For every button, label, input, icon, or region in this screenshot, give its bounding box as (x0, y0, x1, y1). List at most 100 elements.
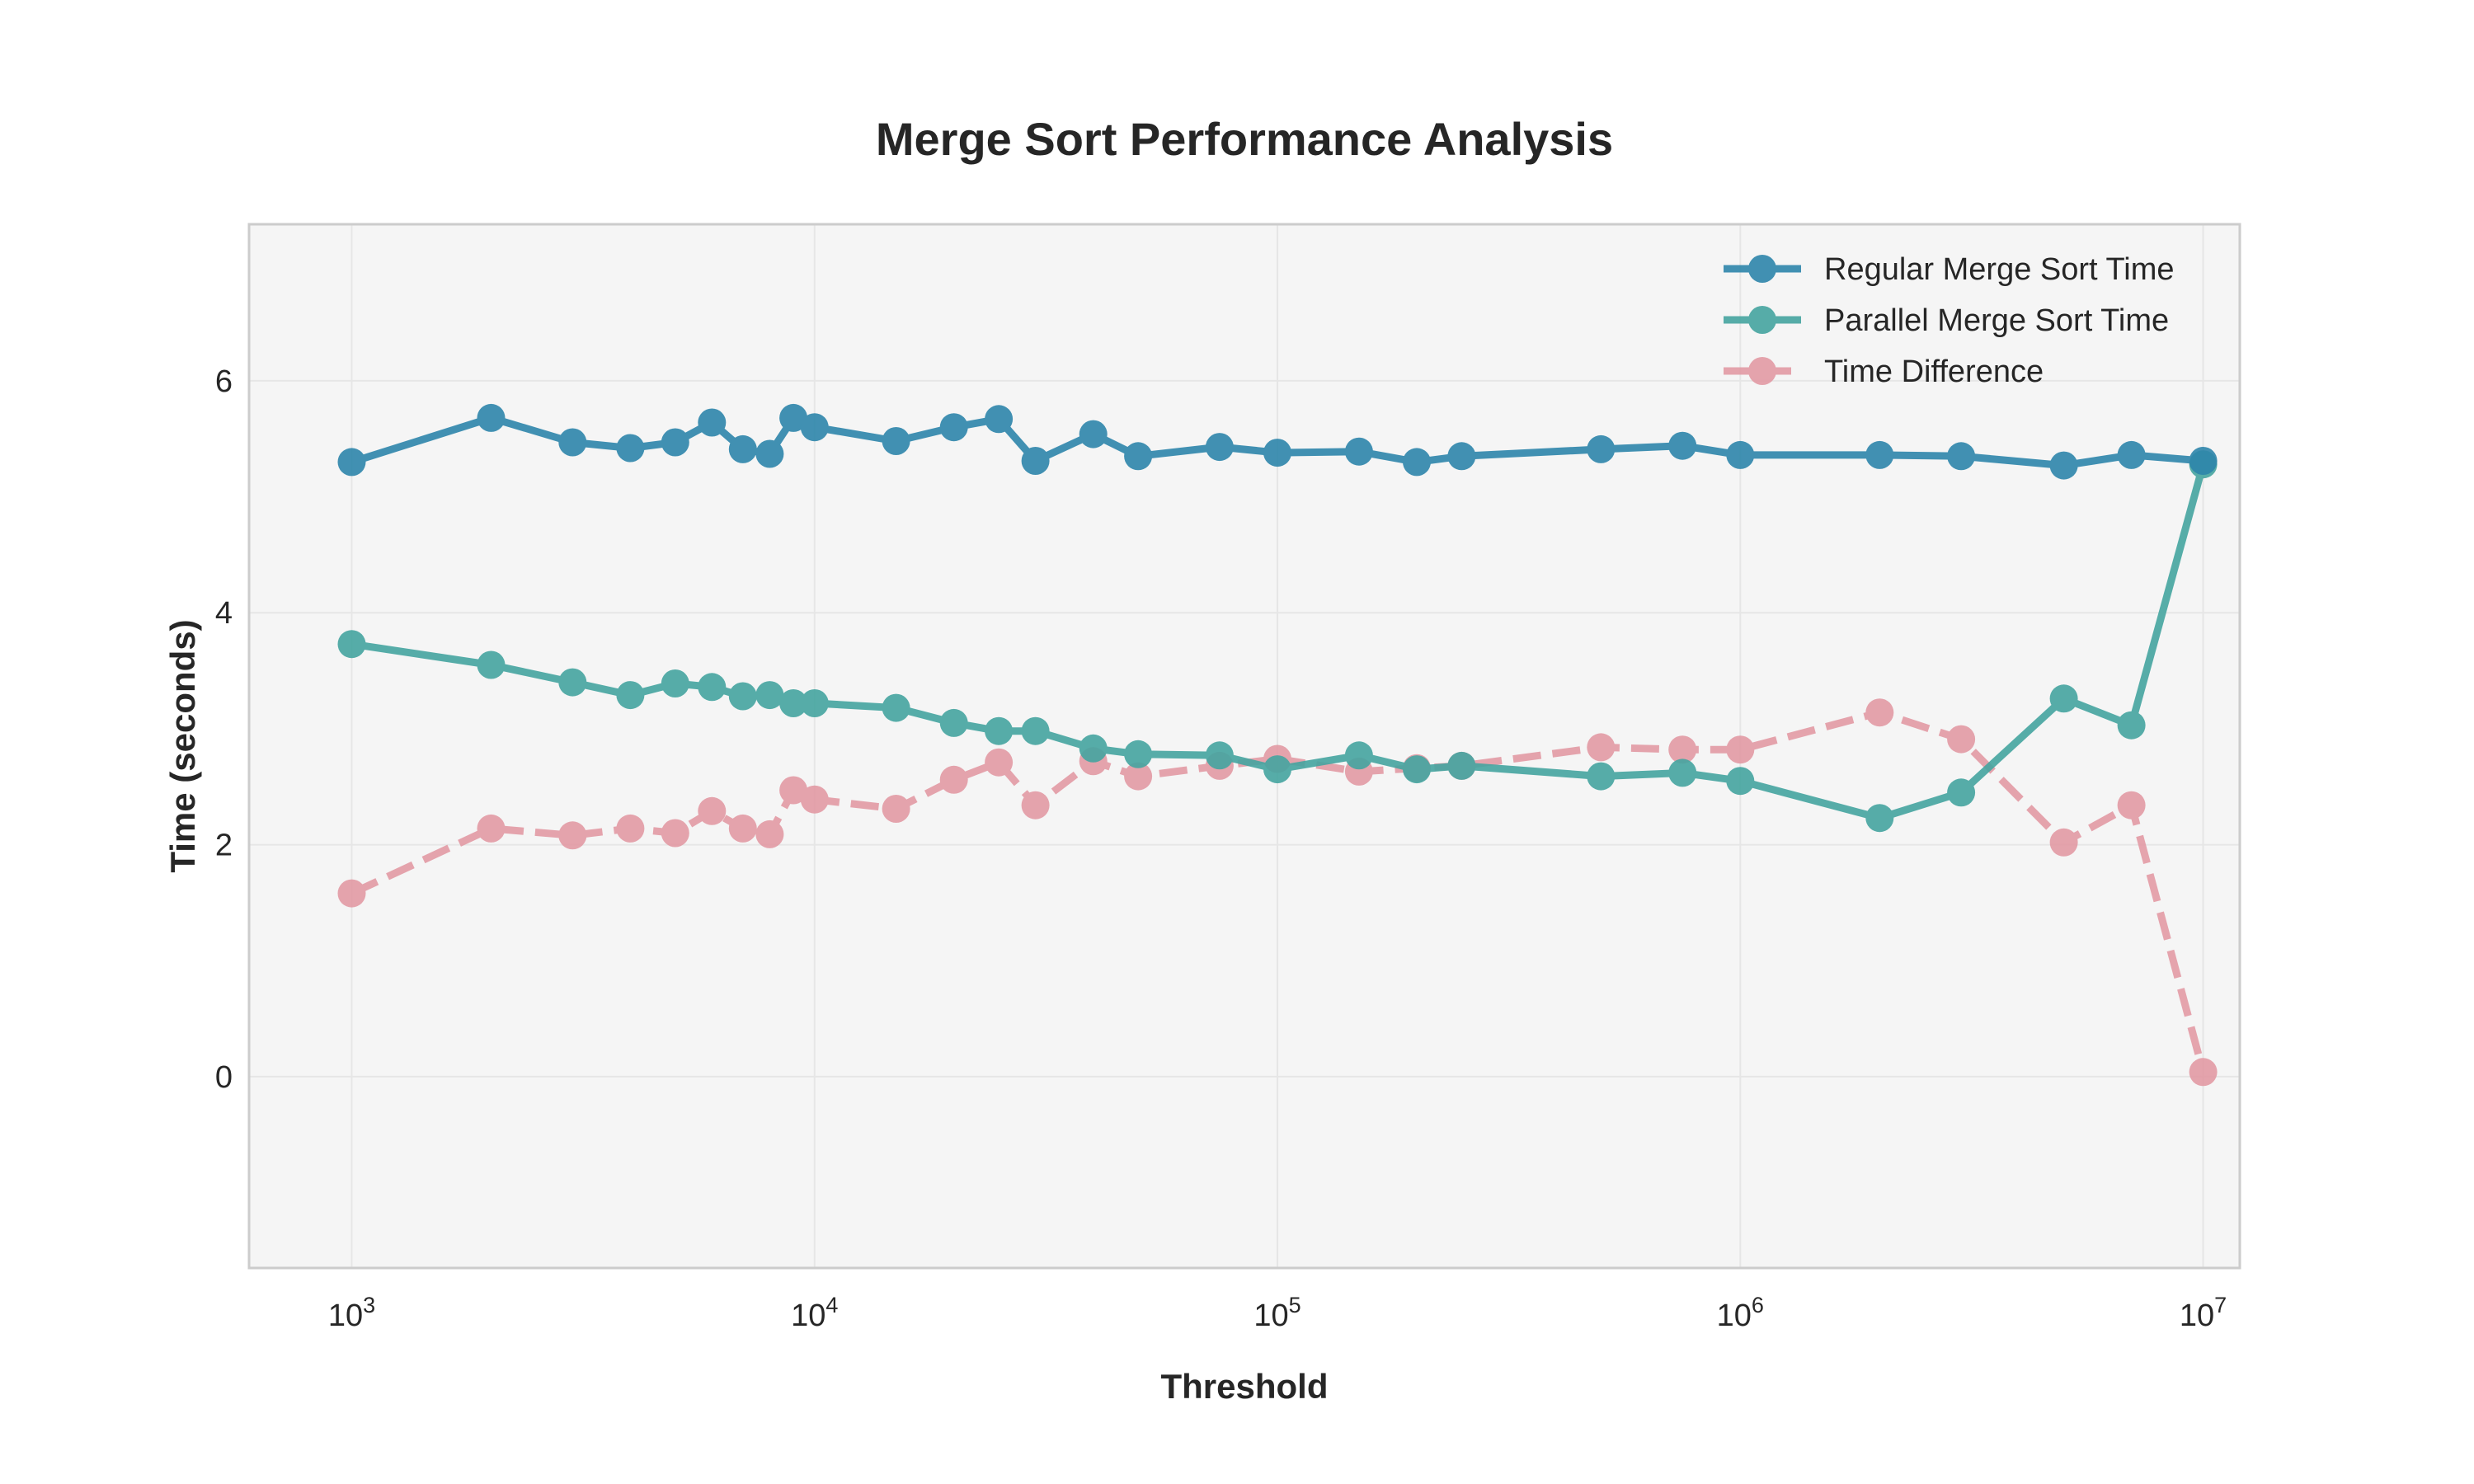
data-point (1587, 733, 1616, 762)
legend-label: Parallel Merge Sort Time (1824, 303, 2169, 338)
data-point (1865, 804, 1894, 833)
legend-marker (1748, 306, 1776, 334)
data-point (1587, 762, 1616, 791)
data-point (728, 814, 757, 843)
data-point (698, 408, 727, 437)
data-point (1124, 762, 1153, 791)
data-point (698, 673, 727, 702)
data-point (1263, 755, 1291, 784)
data-point (985, 405, 1014, 434)
x-tick-label: 106 (1717, 1293, 1764, 1333)
data-point (1021, 716, 1050, 745)
data-point (779, 403, 808, 432)
data-point (1668, 431, 1697, 460)
data-point (800, 413, 829, 442)
data-point (1403, 448, 1431, 477)
data-point (1726, 767, 1755, 796)
x-tick-label: 103 (328, 1293, 375, 1333)
data-point (1947, 778, 1976, 807)
data-point (477, 403, 506, 432)
data-point (337, 448, 366, 477)
data-point (558, 668, 587, 697)
data-point (728, 434, 757, 463)
data-point (337, 630, 366, 659)
data-point (985, 748, 1014, 777)
data-point (882, 795, 910, 823)
y-tick-label: 0 (215, 1060, 233, 1095)
plot-frame (247, 223, 2241, 1270)
data-point (755, 439, 784, 468)
data-point (1124, 740, 1153, 768)
legend-item (1724, 255, 1801, 283)
legend-marker (1748, 255, 1776, 283)
data-point (698, 796, 727, 825)
data-point (2049, 684, 2078, 713)
data-point (939, 765, 968, 794)
data-point (1947, 442, 1976, 471)
data-point (2117, 440, 2146, 469)
data-point (558, 821, 587, 850)
data-point (755, 819, 784, 848)
x-tick-label: 105 (1253, 1293, 1300, 1333)
data-point (337, 879, 366, 908)
data-point (1447, 442, 1476, 471)
data-point (2049, 451, 2078, 480)
data-point (1587, 434, 1616, 463)
data-point (2117, 791, 2146, 819)
series-layer (337, 403, 2218, 1087)
data-point (1021, 791, 1050, 819)
y-axis-ticks: 0 2 4 6 (215, 364, 233, 1095)
x-tick-label: 104 (791, 1293, 838, 1333)
legend-label: Time Difference (1824, 355, 2044, 389)
data-point (939, 708, 968, 737)
data-point (800, 785, 829, 814)
data-point (558, 428, 587, 457)
chart-title: Merge Sort Performance Analysis (876, 113, 1613, 165)
data-point (1403, 755, 1431, 784)
data-point (616, 814, 645, 843)
data-point (477, 650, 506, 679)
data-point (985, 716, 1014, 745)
data-point (800, 689, 829, 717)
data-point (1263, 439, 1291, 467)
data-point (1947, 725, 1976, 754)
legend: Regular Merge Sort Time Parallel Merge So… (1724, 252, 2175, 389)
data-point (661, 819, 689, 848)
x-axis-ticks: 103 104 105 106 107 (328, 1293, 2227, 1333)
data-point (728, 682, 757, 711)
data-point (1344, 741, 1373, 770)
data-point (1079, 734, 1108, 763)
data-point (882, 693, 910, 722)
grid-lines (249, 224, 2240, 1268)
data-point (616, 434, 645, 463)
series-0 (337, 403, 2218, 480)
data-point (779, 776, 808, 805)
data-point (1205, 741, 1234, 770)
data-point (1668, 758, 1697, 787)
data-point (661, 428, 689, 457)
data-point (939, 413, 968, 442)
data-point (1021, 447, 1050, 475)
series-1 (337, 450, 2218, 833)
data-point (755, 681, 784, 710)
y-tick-label: 4 (215, 596, 233, 631)
y-tick-label: 6 (215, 364, 233, 399)
data-point (2189, 1058, 2218, 1087)
legend-marker (1748, 357, 1776, 385)
plot-background (249, 224, 2240, 1268)
data-point (1344, 437, 1373, 466)
data-point (2117, 711, 2146, 740)
data-point (477, 814, 506, 843)
y-tick-label: 2 (215, 829, 233, 863)
data-point (2049, 828, 2078, 857)
data-point (1726, 735, 1755, 764)
legend-item (1724, 357, 1801, 385)
data-point (779, 689, 808, 717)
data-point (661, 669, 689, 697)
legend-item (1724, 306, 1801, 334)
data-point (1865, 440, 1894, 469)
legend-label: Regular Merge Sort Time (1824, 252, 2175, 287)
data-point (1668, 735, 1697, 764)
data-point (1205, 433, 1234, 462)
